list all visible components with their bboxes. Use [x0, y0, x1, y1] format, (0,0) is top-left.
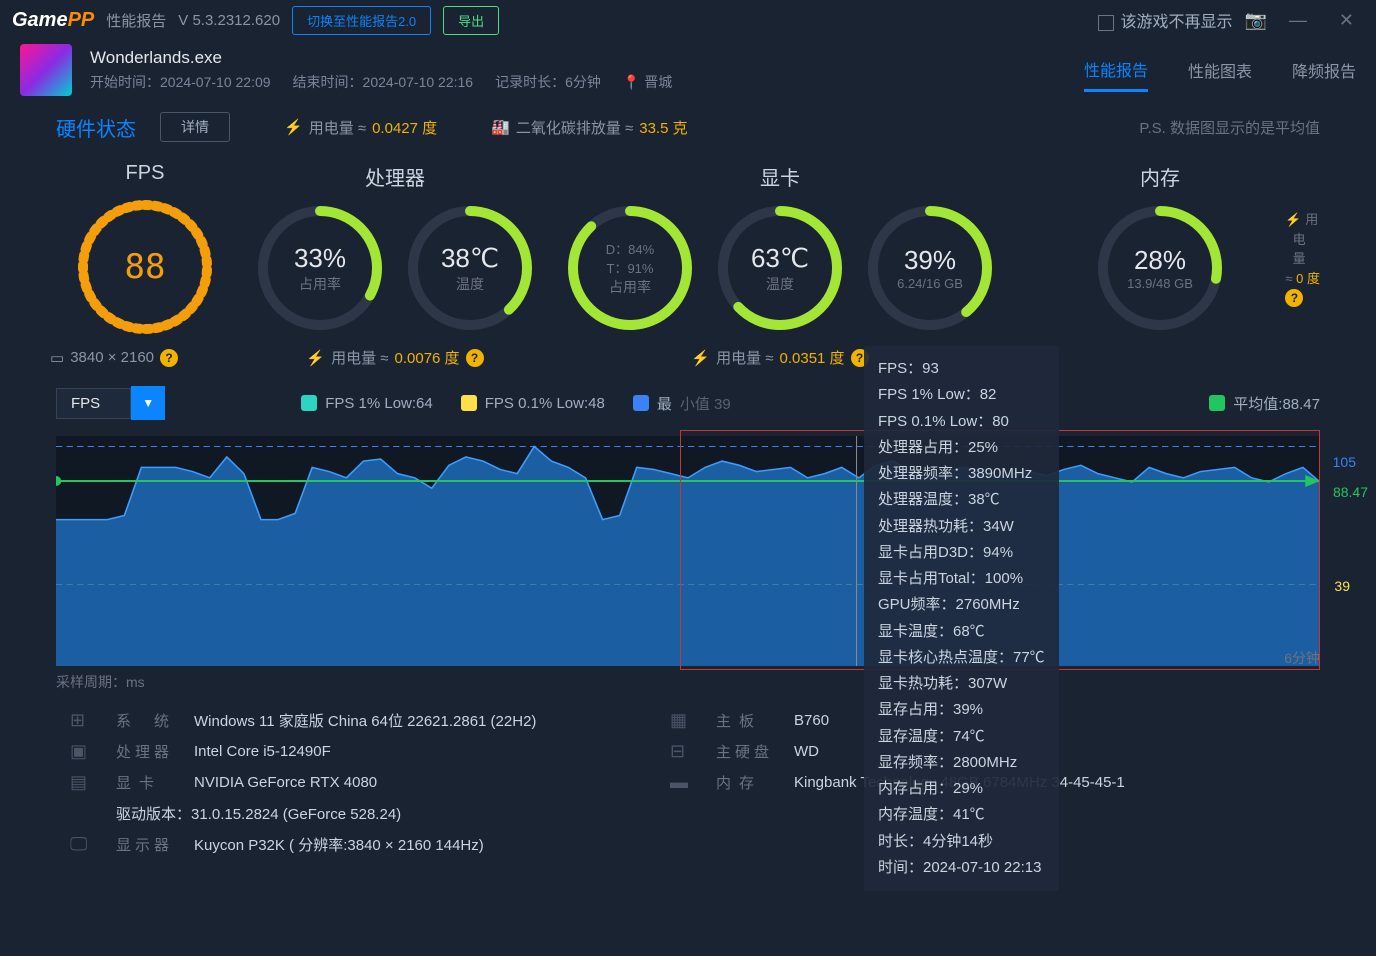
export-button[interactable]: 导出: [443, 6, 499, 35]
spec-cpu: Intel Core i5-12490F: [194, 743, 331, 760]
co2-icon: 🏭: [491, 118, 510, 136]
fps-chart[interactable]: 105 88.47 39 6分钟: [56, 436, 1320, 666]
legend-avg: 平均值:88.47: [1209, 393, 1320, 414]
legend-low01: FPS 0.1% Low:48: [461, 395, 605, 412]
legend-low1: FPS 1% Low:64: [301, 395, 433, 412]
help-icon[interactable]: ?: [466, 349, 484, 367]
hardware-title: 硬件状态: [56, 113, 136, 142]
metric-dropdown[interactable]: FPS ▼: [56, 386, 165, 420]
cpu-temp-gauge: 38℃温度: [405, 203, 535, 333]
gauges-row: FPS 88 处理器 33%占用率 38℃温度 显卡 D：84%T：91%占用率…: [0, 154, 1376, 337]
fps-gauge: 88: [75, 197, 215, 337]
ps-note: P.S. 数据图显示的是平均值: [1139, 117, 1320, 138]
exe-name: Wonderlands.exe: [90, 48, 672, 68]
spec-os: Windows 11 家庭版 China 64位 22621.2861 (22H…: [194, 710, 536, 731]
spec-mb: B760: [794, 712, 829, 729]
ram-gauge: 28%13.9/48 GB: [1095, 203, 1225, 333]
app-version: V 5.3.2312.620: [178, 12, 280, 29]
app-title: 性能报告: [106, 10, 166, 31]
ram-icon: ▬: [670, 772, 698, 793]
session-bar: Wonderlands.exe 开始时间：2024-07-10 22:09 结束…: [0, 40, 1376, 100]
gpu-usage-gauge: D：84%T：91%占用率: [565, 203, 695, 333]
bolt-icon: ⚡: [691, 349, 710, 367]
mb-icon: ▦: [670, 710, 698, 731]
chevron-down-icon[interactable]: ▼: [131, 386, 165, 420]
bolt-icon: ⚡: [1285, 212, 1301, 227]
game-icon: [20, 44, 72, 96]
x-end-label: 6分钟: [1284, 648, 1320, 668]
switch-report-button[interactable]: 切换至性能报告2.0: [292, 6, 431, 35]
marker-low: 39: [1334, 578, 1350, 594]
minimize-button[interactable]: —: [1279, 10, 1317, 31]
os-icon: ⊞: [70, 710, 98, 731]
gpu-temp-gauge: 63℃温度: [715, 203, 845, 333]
ram-title: 内存: [1140, 162, 1180, 191]
tabs: 性能报告 性能图表 降频报告: [1084, 49, 1356, 92]
spec-monitor: Kuycon P32K ( 分辨率:3840 × 2160 144Hz): [194, 834, 484, 855]
legend-max: 最小值 39: [633, 393, 731, 414]
help-icon[interactable]: ?: [160, 349, 178, 367]
bolt-icon: ⚡: [284, 118, 303, 136]
help-icon[interactable]: ?: [1285, 289, 1303, 307]
sub-stats-row: ▭ 3840 × 2160 ? ⚡ 用电量 ≈ 0.0076 度 ? ⚡ 用电量…: [0, 337, 1376, 378]
title-bar: GamePP 性能报告 V 5.3.2312.620 切换至性能报告2.0 导出…: [0, 0, 1376, 40]
fps-title: FPS: [126, 162, 165, 185]
cpu-icon: ▣: [70, 741, 98, 762]
hover-tooltip: FPS：93FPS 1% Low：82FPS 0.1% Low：80处理器占用：…: [864, 346, 1059, 891]
marker-top: 105: [1333, 454, 1356, 470]
hardware-row: 硬件状态 详情 ⚡ 用电量 ≈ 0.0427 度 🏭 二氧化碳排放量 ≈ 33.…: [0, 100, 1376, 154]
close-button[interactable]: ✕: [1329, 10, 1364, 31]
app-logo: GamePP: [12, 9, 94, 32]
gpu-icon: ▤: [70, 772, 98, 793]
tab-charts[interactable]: 性能图表: [1188, 50, 1252, 90]
gpu-title: 显卡: [760, 162, 800, 191]
specs-grid: ⊞系 统Windows 11 家庭版 China 64位 22621.2861 …: [0, 698, 1376, 867]
sampling-label: 采样周期：ms: [0, 666, 1376, 698]
spec-disk: WD: [794, 743, 819, 760]
cpu-title: 处理器: [365, 162, 425, 191]
cpu-usage-gauge: 33%占用率: [255, 203, 385, 333]
side-power: ⚡ 用 电 量 ≈ 0 度 ?: [1285, 210, 1320, 308]
hide-game-checkbox[interactable]: 该游戏不再显示: [1098, 8, 1232, 32]
spec-gpu: NVIDIA GeForce RTX 4080: [194, 774, 377, 791]
screenshot-icon[interactable]: 📷: [1244, 10, 1266, 31]
gpu-mem-gauge: 39%6.24/16 GB: [865, 203, 995, 333]
fps-value: 88: [125, 247, 166, 287]
disk-icon: ⊟: [670, 741, 698, 762]
chart-controls: FPS ▼ FPS 1% Low:64 FPS 0.1% Low:48 最小值 …: [0, 378, 1376, 428]
tab-throttle[interactable]: 降频报告: [1292, 50, 1356, 90]
tab-report[interactable]: 性能报告: [1084, 49, 1148, 92]
session-meta: 开始时间：2024-07-10 22:09 结束时间：2024-07-10 22…: [90, 72, 672, 92]
location-icon: 📍: [623, 74, 640, 90]
spec-driver: 驱动版本：31.0.15.2824 (GeForce 528.24): [116, 803, 401, 824]
marker-avg: 88.47: [1333, 484, 1368, 500]
detail-button[interactable]: 详情: [160, 112, 230, 142]
monitor-icon: 🖵: [70, 834, 98, 855]
resolution-icon: ▭: [50, 349, 64, 367]
bolt-icon: ⚡: [306, 349, 325, 367]
